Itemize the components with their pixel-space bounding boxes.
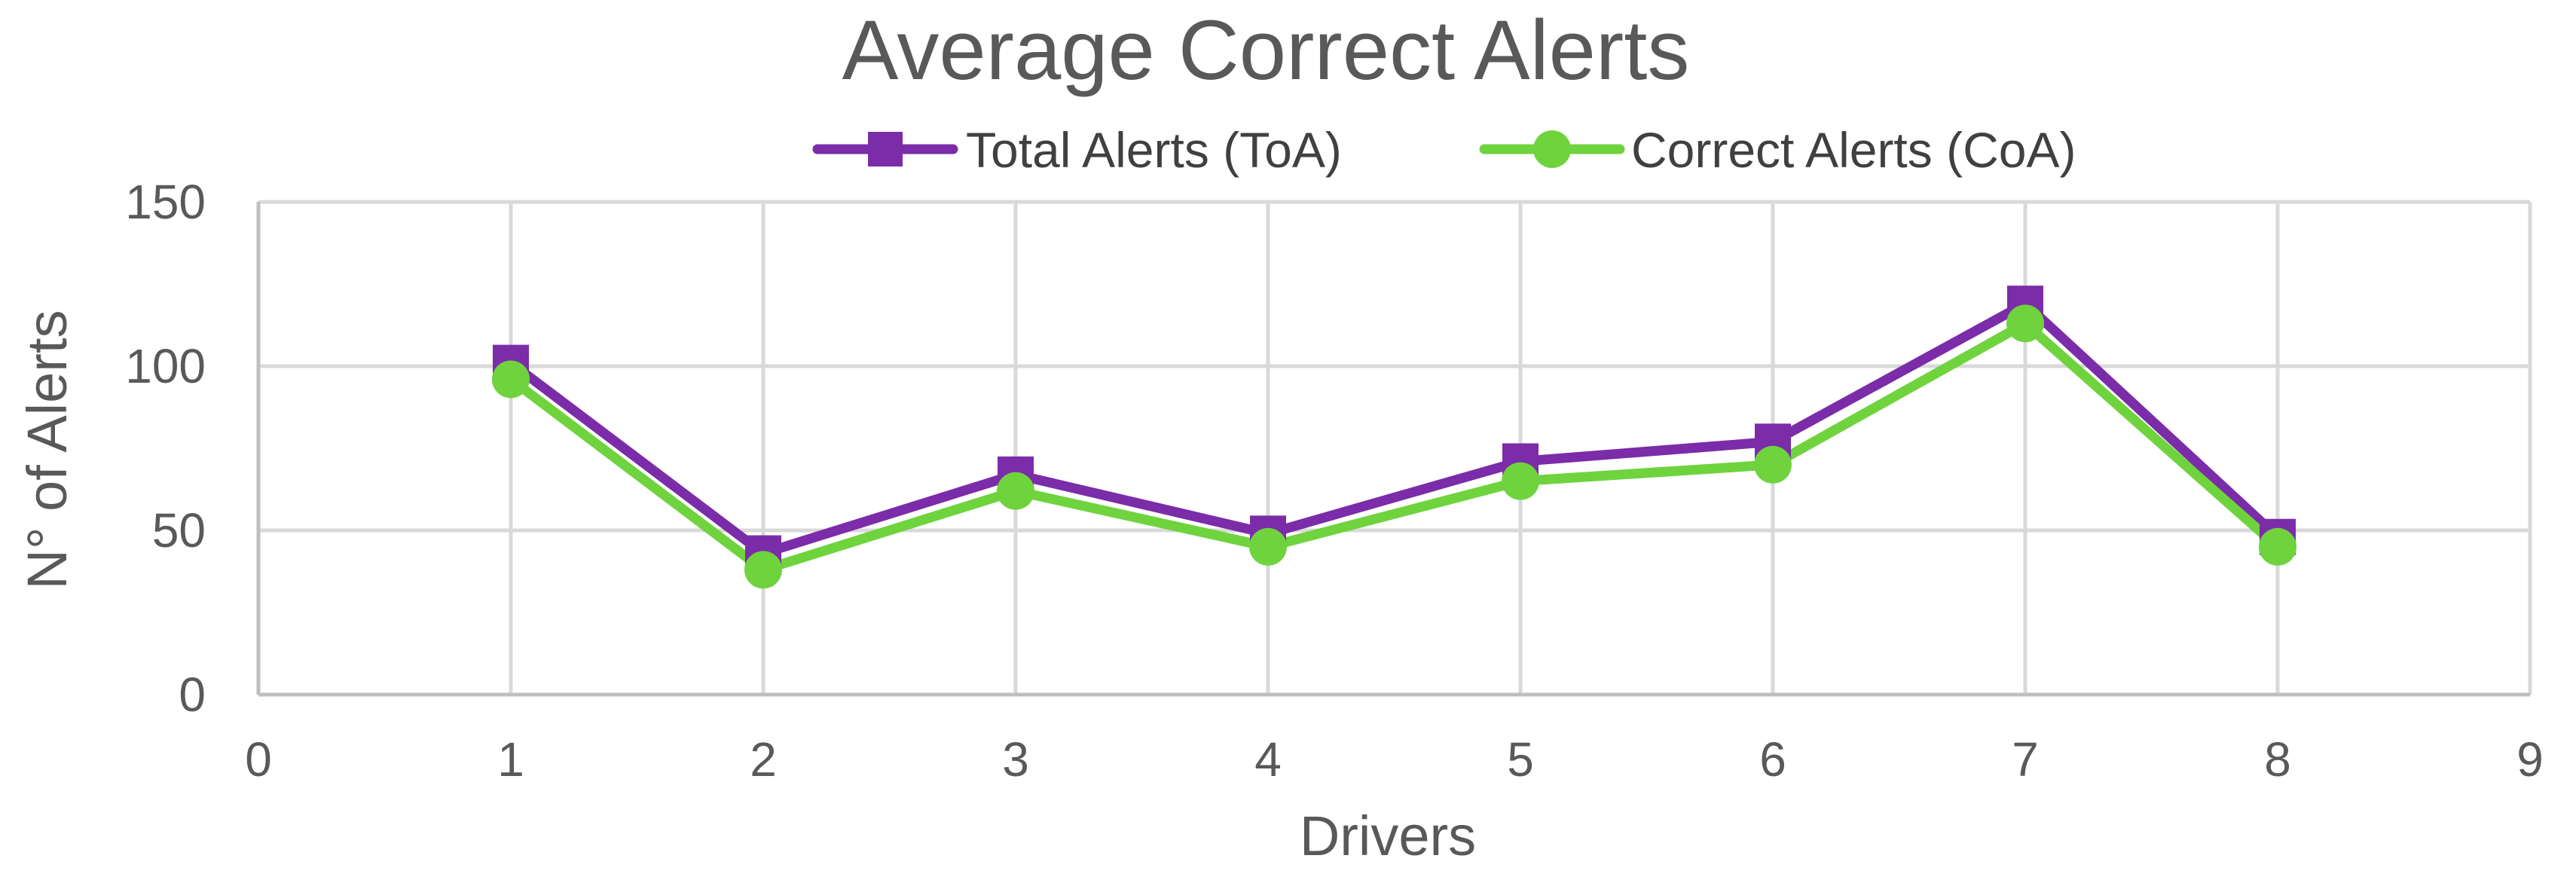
- x-tick-label: 6: [1759, 732, 1786, 787]
- x-tick-label: 1: [497, 732, 524, 787]
- y-axis-label: N° of Alerts: [16, 310, 78, 590]
- legend-marker-square: [868, 132, 903, 166]
- legend-marker-circle: [1533, 130, 1571, 168]
- x-tick-label: 9: [2516, 732, 2544, 787]
- x-axis-label: Drivers: [1300, 805, 1476, 867]
- data-point-circle: [1754, 445, 1792, 484]
- series-line-correct-alerts: [506, 318, 2283, 575]
- x-tick-label: 8: [2264, 732, 2291, 787]
- chart-title: Average Correct Alerts: [842, 3, 1690, 97]
- grid: [258, 200, 2532, 695]
- data-point-circle: [2259, 527, 2296, 566]
- data-point-circle: [2006, 304, 2044, 343]
- x-tick-label: 5: [1507, 732, 1534, 787]
- data-point-circle: [1249, 527, 1287, 566]
- data-point-circle: [744, 551, 782, 589]
- x-tick-label: 4: [1254, 732, 1282, 787]
- series-line-total-alerts: [506, 298, 2283, 559]
- y-tick-label: 50: [152, 503, 206, 558]
- data-point-circle: [1502, 462, 1539, 500]
- x-tick-label: 3: [1002, 732, 1029, 787]
- legend-item-total-alerts: Total Alerts (ToA): [812, 122, 1342, 178]
- axes: 0 50 100 150 0 1 2 3 4 5 6 7 8 9: [125, 175, 2544, 787]
- x-tick-label: 2: [750, 732, 777, 787]
- x-tick-label: 7: [2012, 732, 2039, 787]
- legend-label-total-alerts: Total Alerts (ToA): [966, 122, 1342, 178]
- legend-label-correct-alerts: Correct Alerts (CoA): [1631, 122, 2076, 178]
- x-tick-label: 0: [245, 732, 272, 787]
- data-point-circle: [492, 360, 530, 399]
- legend: Total Alerts (ToA) Correct Alerts (CoA): [812, 122, 2076, 178]
- legend-item-correct-alerts: Correct Alerts (CoA): [1479, 122, 2076, 178]
- y-tick-label: 100: [125, 339, 206, 393]
- y-tick-label: 0: [179, 668, 206, 722]
- series-layer: [492, 286, 2296, 589]
- y-tick-label: 150: [125, 175, 206, 229]
- data-point-circle: [997, 472, 1034, 510]
